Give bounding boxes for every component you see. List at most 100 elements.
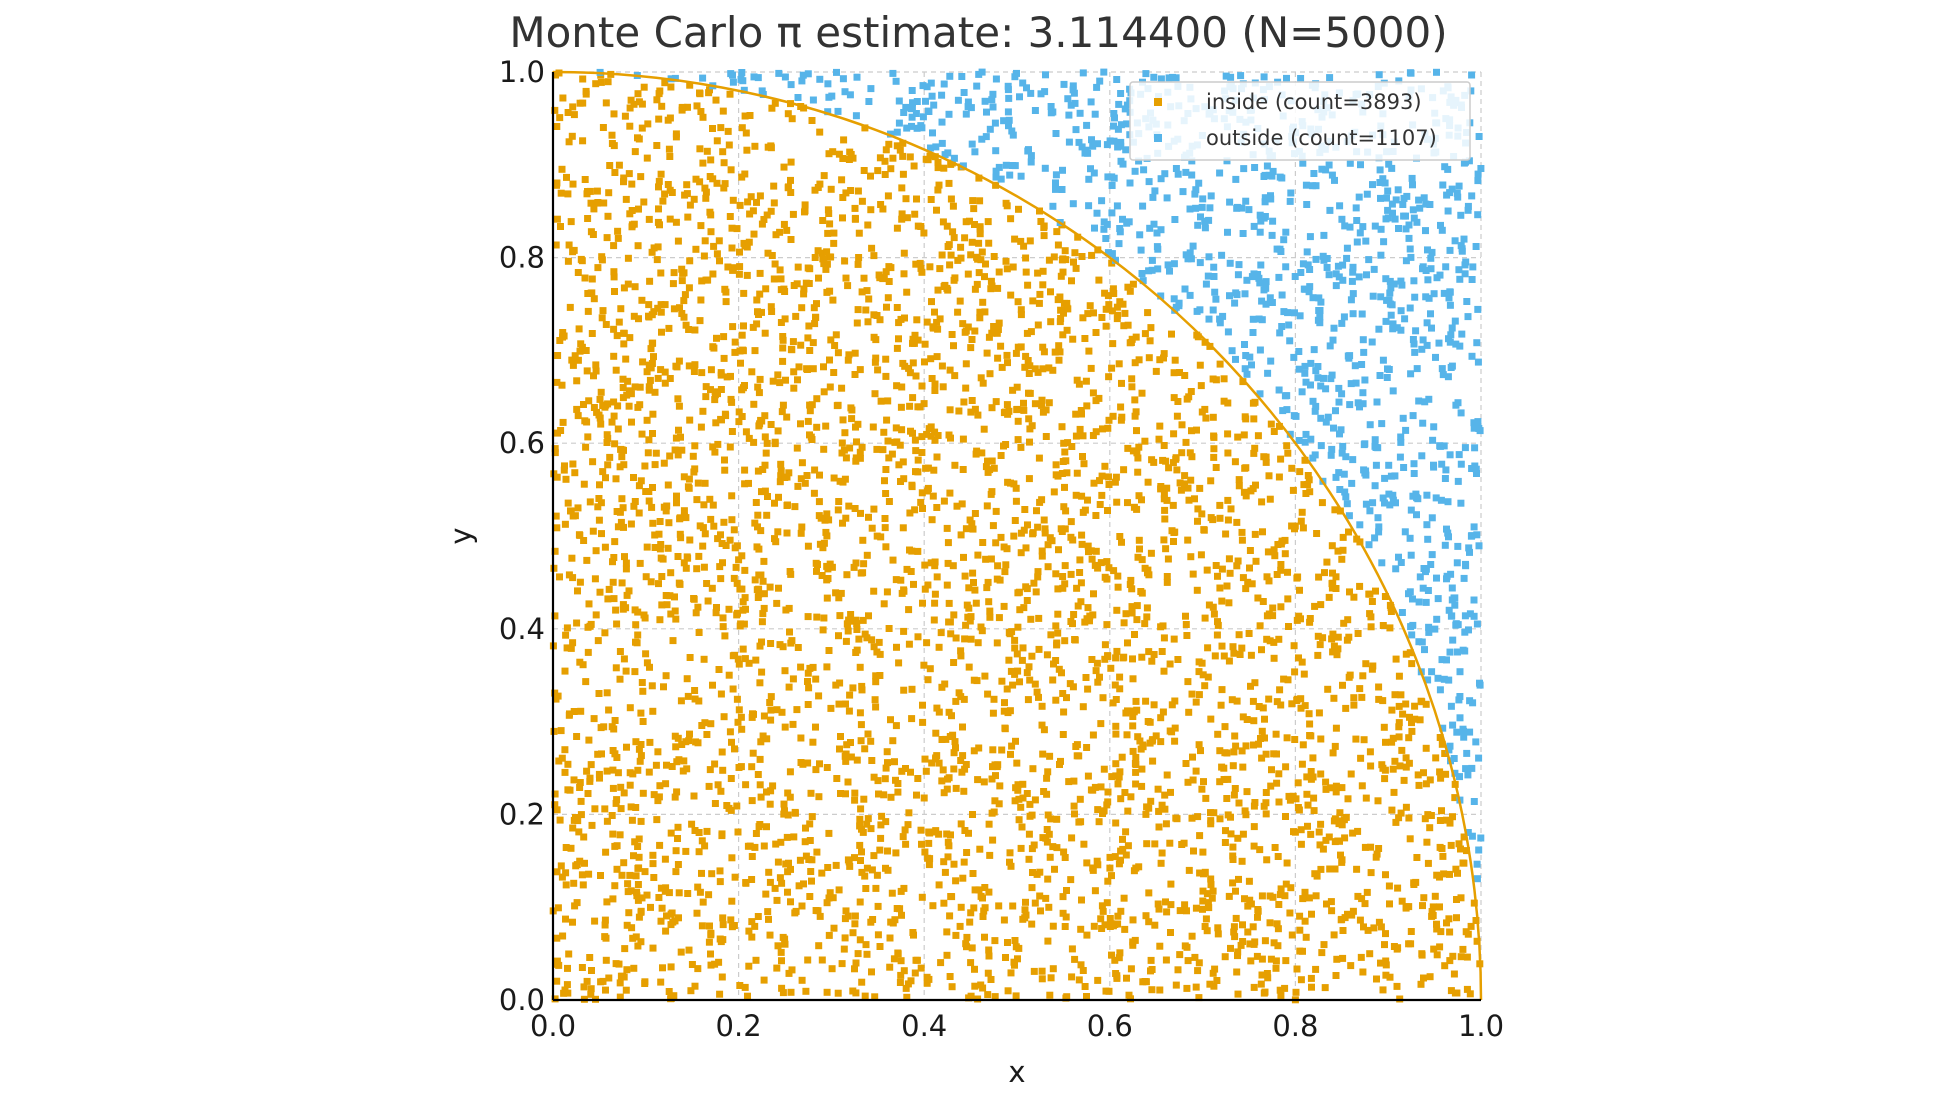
scatter-point [995,614,1003,622]
scatter-point [1239,830,1247,838]
scatter-point [678,265,686,273]
scatter-point [974,411,982,419]
scatter-point [553,179,561,187]
scatter-point [838,439,846,447]
scatter-point [735,764,743,771]
scatter-point [1336,809,1344,817]
scatter-point [1093,659,1101,667]
scatter-point [1297,840,1305,848]
scatter-point [879,205,887,213]
scatter-point [1405,234,1413,242]
scatter-point [1280,236,1288,244]
scatter-point [1233,968,1241,976]
scatter-point [1365,590,1373,598]
scatter-point [1216,815,1224,823]
scatter-point [611,538,619,546]
scatter-point [650,791,658,799]
scatter-point [1001,699,1008,707]
scatter-point [1163,578,1171,586]
scatter-point [1097,559,1105,567]
scatter-point [1354,399,1362,407]
scatter-point [1428,324,1435,332]
scatter-point [751,142,759,150]
scatter-point [745,659,753,667]
scatter-point [1126,339,1134,347]
scatter-point [1111,681,1119,689]
scatter-point [677,948,685,956]
scatter-point [914,633,922,641]
scatter-point [693,496,701,504]
scatter-point [849,929,857,937]
scatter-point [730,574,738,582]
scatter-point [998,677,1006,685]
scatter-point [1038,721,1046,729]
scatter-point [638,430,646,438]
scatter-point [916,259,924,267]
scatter-point [986,613,994,621]
scatter-point [905,809,913,817]
scatter-point [1057,272,1065,280]
scatter-point [656,616,664,624]
scatter-point [1119,845,1127,853]
scatter-point [897,403,905,411]
scatter-point [1211,288,1219,296]
scatter-point [1295,654,1302,662]
scatter-point [727,395,735,403]
scatter-point [1246,896,1254,904]
scatter-point [1332,782,1340,790]
scatter-point [616,648,624,655]
scatter-point [1310,794,1318,802]
scatter-point [1418,452,1426,460]
scatter-point [774,371,782,379]
scatter-point [895,97,903,105]
scatter-point [858,197,866,205]
scatter-point [760,604,768,612]
scatter-point [1264,369,1272,377]
scatter-point [753,320,761,328]
scatter-point [634,242,642,250]
scatter-point [573,619,581,627]
scatter-point [852,457,860,465]
scatter-point [993,763,1001,771]
scatter-point [1004,987,1012,995]
scatter-point [1269,604,1277,612]
scatter-point [791,503,799,511]
scatter-point [826,220,834,228]
scatter-point [1028,920,1036,928]
scatter-point [787,158,795,166]
scatter-point [1213,631,1221,639]
scatter-point [1361,900,1369,908]
scatter-point [1432,494,1440,502]
scatter-point [935,181,943,189]
scatter-point [793,444,801,452]
scatter-point [720,333,728,341]
scatter-point [931,828,939,836]
scatter-point [1235,875,1242,883]
scatter-point [1348,479,1356,487]
scatter-point [1129,280,1137,288]
scatter-point [1150,220,1158,228]
scatter-point [1284,309,1292,317]
scatter-point [1426,201,1434,208]
scatter-point [708,584,716,592]
scatter-point [626,769,634,777]
scatter-point [1175,302,1183,310]
scatter-point [641,462,649,470]
scatter-point [1056,348,1064,356]
scatter-point [1094,861,1102,869]
scatter-point [562,631,570,639]
scatter-point [1114,583,1122,591]
scatter-point [1093,857,1101,865]
scatter-point [1171,216,1179,223]
scatter-point [665,519,673,527]
scatter-point [1268,766,1275,774]
scatter-point [1301,917,1309,925]
scatter-point [1346,588,1353,596]
scatter-point [1317,442,1325,450]
scatter-point [1125,991,1133,999]
scatter-point [1119,300,1127,308]
scatter-point [1442,263,1450,271]
scatter-point [718,973,726,981]
scatter-point [564,964,571,972]
scatter-point [900,249,908,257]
